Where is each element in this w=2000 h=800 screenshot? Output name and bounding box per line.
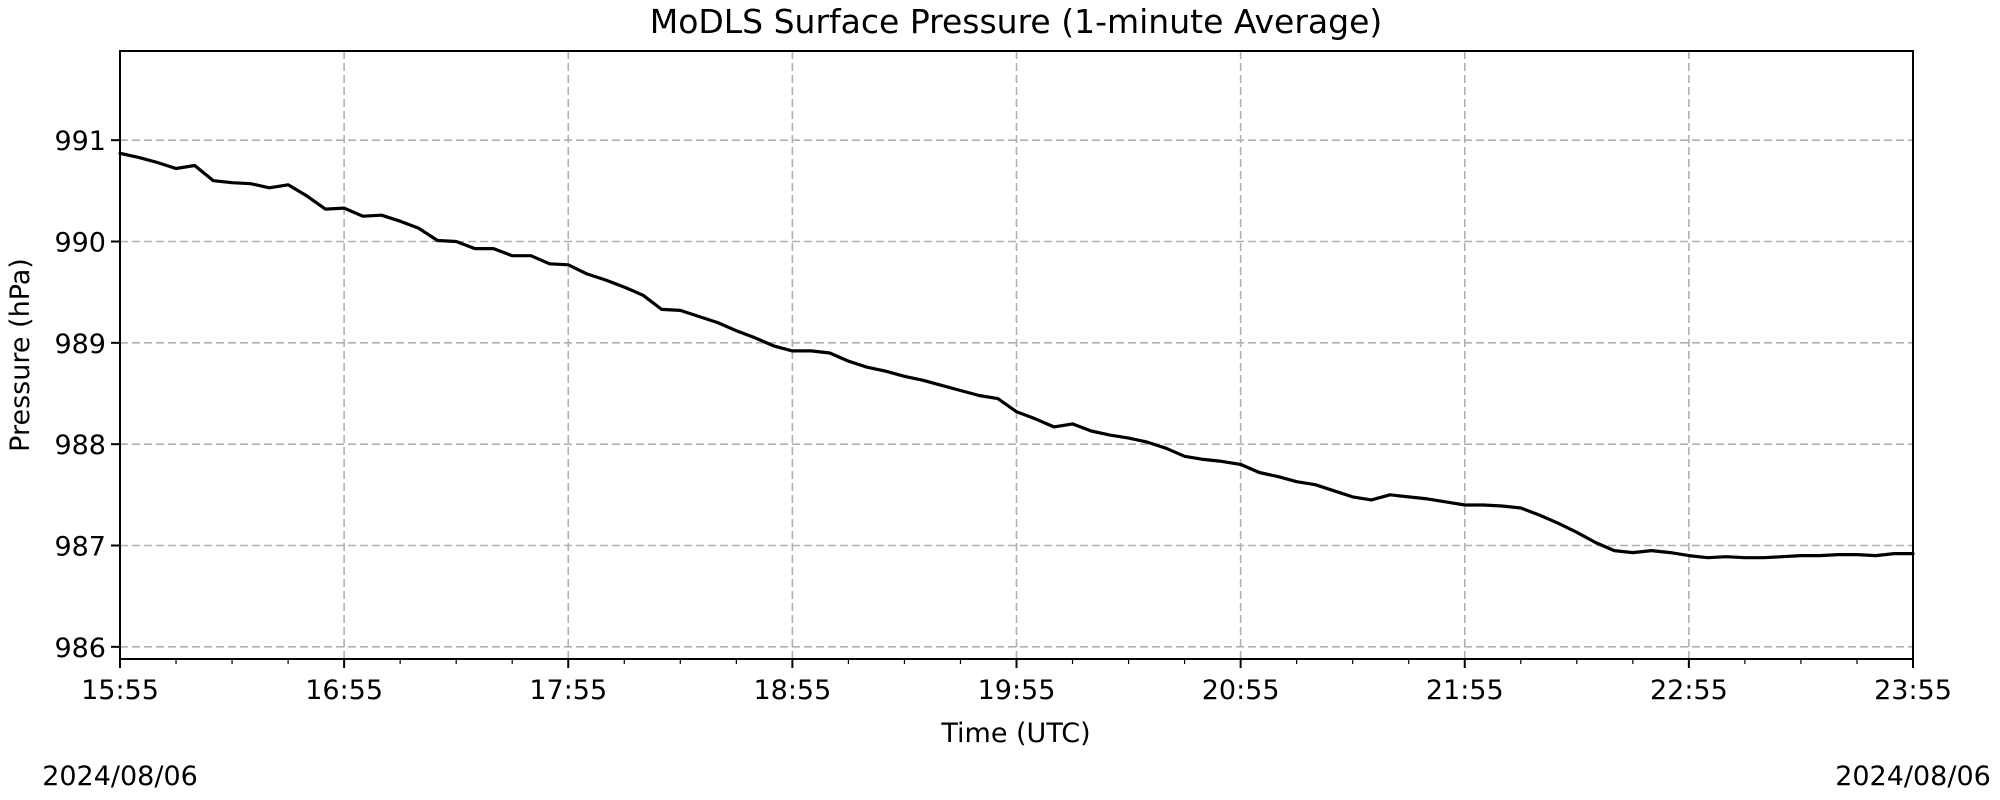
y-tick-label: 991 xyxy=(54,126,106,157)
x-tick-label: 22:55 xyxy=(1650,675,1728,706)
x-tick-label: 15:55 xyxy=(81,675,159,706)
y-tick-label: 987 xyxy=(54,532,106,563)
x-tick-label: 19:55 xyxy=(978,675,1056,706)
x-tick-label: 17:55 xyxy=(529,675,607,706)
x-tick-label: 20:55 xyxy=(1202,675,1280,706)
y-tick-label: 986 xyxy=(54,633,106,664)
y-tick-label: 990 xyxy=(54,228,106,259)
y-tick-label: 988 xyxy=(54,430,106,461)
end-date-label: 2024/08/06 xyxy=(1835,761,1991,792)
pressure-series-line xyxy=(118,151,1915,560)
x-tick-label: 23:55 xyxy=(1874,675,1952,706)
chart-title: MoDLS Surface Pressure (1-minute Average… xyxy=(650,2,1383,41)
axis-ticks: 15:55 16:55 17:55 18:55 19:55 20:55 21:55 22:55… xyxy=(54,126,1951,706)
y-tick-label: 989 xyxy=(54,329,106,360)
x-tick-label: 16:55 xyxy=(305,675,383,706)
grid xyxy=(120,51,1913,659)
x-tick-label: 18:55 xyxy=(753,675,831,706)
x-tick-label: 21:55 xyxy=(1426,675,1504,706)
plot-area xyxy=(118,151,1915,560)
y-axis-label: Pressure (hPa) xyxy=(5,258,36,452)
start-date-label: 2024/08/06 xyxy=(42,761,198,792)
x-axis-label: Time (UTC) xyxy=(940,718,1090,749)
